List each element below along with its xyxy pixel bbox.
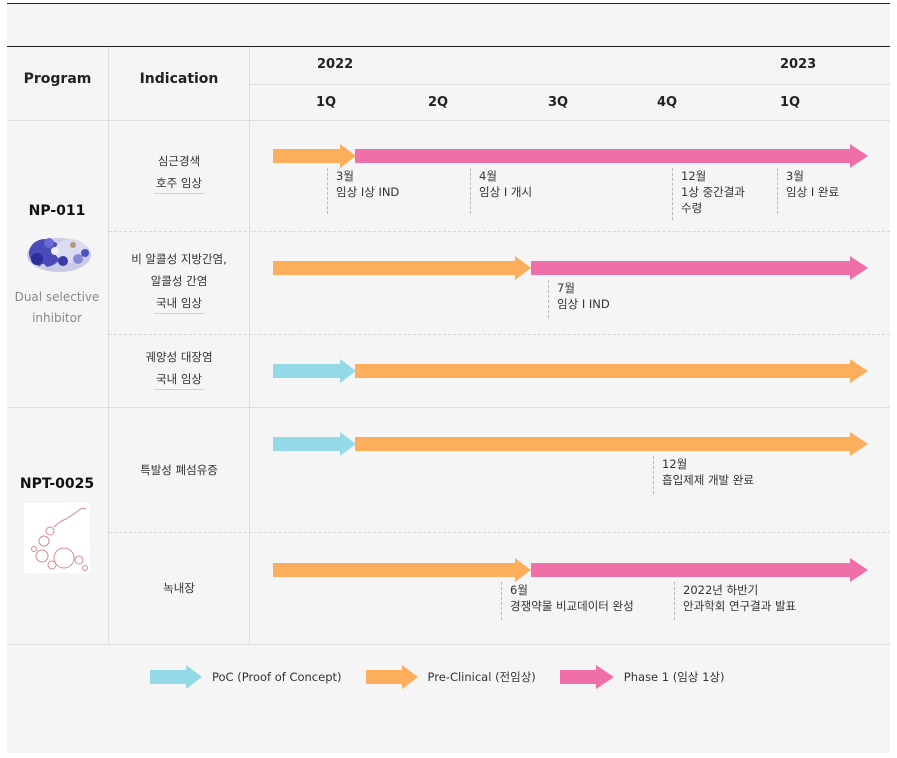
header-top-border (7, 46, 890, 47)
pre-clinical-arrowhead (340, 144, 356, 168)
phase1-arrow-icon (559, 670, 596, 684)
quarter-label: 1Q (779, 95, 801, 110)
rna-structure-image (24, 503, 90, 573)
indication-name: 심근경색 (157, 154, 201, 168)
indication-cell: 심근경색 호주 임상 (109, 150, 249, 194)
pre-clinical-bar (273, 149, 341, 163)
indication-cell: 비 알콜성 지방간염, 알콜성 간염 국내 임상 (109, 248, 249, 314)
year-2023: 2023 (780, 57, 817, 72)
column-divider (249, 47, 250, 644)
phase1-arrowhead (850, 144, 868, 168)
legend: PoC (Proof of Concept) Pre-Clinical (전임상… (150, 665, 748, 689)
pre-clinical-arrowhead (515, 558, 531, 582)
quarter-label: 4Q (656, 95, 678, 110)
phase1-bar (355, 149, 851, 163)
poc-arrowhead (340, 359, 356, 383)
row-divider (109, 532, 890, 533)
milestone: 7월 임상 I IND (548, 280, 610, 318)
pre-clinical-arrowhead (850, 432, 868, 456)
legend-item-poc: PoC (Proof of Concept) (150, 665, 342, 689)
poc-arrowhead (340, 432, 356, 456)
phase1-arrowhead (850, 256, 868, 280)
pipeline-panel (7, 3, 890, 753)
phase1-bar (531, 261, 851, 275)
indication-trial: 국내 임상 (154, 369, 204, 390)
milestone: 3월 임상 I상 IND (327, 168, 399, 214)
milestone: 12월 흡입제제 개발 완료 (653, 456, 754, 494)
indication-name: 궤양성 대장염 (145, 350, 213, 364)
row-divider (109, 231, 890, 232)
phase1-arrowhead-icon (595, 665, 614, 689)
milestone: 4월 임상 I 개시 (470, 168, 532, 214)
program-divider (7, 407, 890, 408)
pre-clinical-arrowhead-icon (401, 665, 418, 689)
indication-cell: 녹내장 (109, 577, 249, 599)
milestone: 2022년 하반기 안과학회 연구결과 발표 (674, 582, 796, 620)
program-name: NPT-0025 (19, 476, 95, 492)
legend-label: Phase 1 (임상 1상) (623, 670, 725, 684)
pre-clinical-bar (273, 563, 516, 577)
indication-column-header: Indication (139, 71, 219, 87)
program-description: Dual selective (14, 290, 100, 304)
legend-label: PoC (Proof of Concept) (212, 670, 342, 684)
header-bottom-border (7, 120, 890, 121)
column-divider (108, 47, 109, 644)
indication-cell: 궤양성 대장염 국내 임상 (109, 346, 249, 390)
indication-trial: 국내 임상 (154, 293, 204, 314)
indication-trial: 호주 임상 (154, 173, 204, 194)
poc-arrowhead-icon (186, 665, 202, 689)
legend-item-pre-clinical: Pre-Clinical (전임상) (365, 665, 536, 689)
program-description: inhibitor (32, 311, 82, 325)
milestone: 12월 1상 중간결과 수령 (672, 168, 745, 220)
pre-clinical-arrowhead (515, 256, 531, 280)
indication-cell: 특발성 폐섬유증 (109, 459, 249, 481)
indication-name: 비 알콜성 지방간염, (131, 252, 227, 266)
program-column-header: Program (23, 71, 92, 87)
legend-label: Pre-Clinical (전임상) (427, 670, 536, 684)
milestone: 6월 경쟁약물 비교데이터 완성 (501, 582, 634, 620)
indication-name: 알콜성 간염 (150, 274, 208, 288)
pre-clinical-arrow-icon (365, 670, 402, 684)
program-name: NP-011 (28, 203, 86, 219)
quarter-label: 3Q (547, 95, 569, 110)
pre-clinical-arrowhead (850, 359, 868, 383)
row-divider (109, 334, 890, 335)
legend-item-phase1: Phase 1 (임상 1상) (559, 665, 725, 689)
year-quarter-divider (249, 84, 890, 85)
poc-bar (273, 437, 341, 451)
phase1-arrowhead (850, 558, 868, 582)
year-2022: 2022 (317, 57, 354, 72)
milestone: 3월 임상 I 완료 (777, 168, 839, 214)
indication-name: 특발성 폐섬유증 (140, 463, 218, 477)
table-bottom-border (7, 644, 890, 645)
indication-name: 녹내장 (163, 581, 195, 595)
top-border (7, 3, 890, 4)
protein-structure-image (27, 238, 91, 272)
pre-clinical-bar (355, 437, 851, 451)
phase1-bar (531, 563, 851, 577)
pre-clinical-bar (355, 364, 851, 378)
poc-bar (273, 364, 341, 378)
quarter-label: 2Q (427, 95, 449, 110)
poc-arrow-icon (150, 670, 186, 684)
quarter-label: 1Q (315, 95, 337, 110)
pre-clinical-bar (273, 261, 516, 275)
